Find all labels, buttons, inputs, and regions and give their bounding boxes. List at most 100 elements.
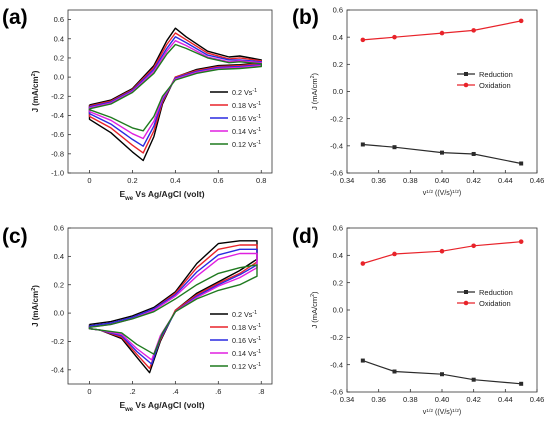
y-tick-label: -0.2 bbox=[330, 333, 343, 342]
y-tick-label: -0.6 bbox=[330, 388, 343, 397]
point-reduction bbox=[471, 151, 476, 156]
y-tick-label: 0.4 bbox=[333, 33, 343, 42]
x-tick-label: .2 bbox=[129, 387, 135, 396]
panel-label: (d) bbox=[292, 225, 319, 248]
x-tick-label: 0 bbox=[87, 176, 91, 185]
legend-marker bbox=[464, 72, 468, 76]
x-tick-label: 0 bbox=[87, 387, 91, 396]
legend-label: 0.16 Vs-1 bbox=[232, 114, 261, 123]
plot-frame bbox=[67, 227, 273, 385]
point-reduction bbox=[360, 142, 365, 147]
point-reduction bbox=[519, 381, 524, 386]
series-line-3 bbox=[88, 248, 258, 365]
point-oxidation bbox=[360, 37, 366, 43]
point-reduction bbox=[392, 369, 397, 374]
panel-a: (a) 0 0.2 0.4 0.6 0.8 -1.0 -0.8 -0.6 -0.4 -0.2 0.0 0… bbox=[2, 6, 273, 202]
x-tick-label: 0.46 bbox=[530, 395, 545, 404]
y-tick-label: 0.2 bbox=[333, 278, 343, 287]
panel-label: (c) bbox=[2, 225, 28, 248]
x-tick-label: 0.42 bbox=[466, 395, 481, 404]
y-tick-label: -0.2 bbox=[51, 337, 64, 346]
x-tick-label: 0.34 bbox=[340, 395, 355, 404]
point-reduction bbox=[471, 377, 476, 382]
x-tick-label: 0.8 bbox=[256, 176, 266, 185]
y-tick-label: 0.4 bbox=[54, 252, 64, 261]
x-tick-label: 0.42 bbox=[466, 176, 481, 185]
panel-b: (b) 0.34 0.36 0.38 0.40 0.42 0.44 0.46 -0.6 -0.4 -… bbox=[292, 6, 544, 197]
point-oxidation bbox=[471, 243, 476, 249]
y-tick-label: -0.4 bbox=[51, 365, 64, 374]
y-tick-label: 0.2 bbox=[54, 280, 64, 289]
y-tick-label: -0.2 bbox=[51, 92, 64, 101]
x-tick-label: .4 bbox=[172, 387, 178, 396]
series-line-4 bbox=[88, 252, 258, 361]
y-tick-label: -0.4 bbox=[51, 111, 64, 120]
y-tick-label: 0.0 bbox=[54, 73, 64, 82]
x-axis-label: v1/2 ((V/s)1/2) bbox=[423, 408, 462, 417]
legend-label: 0.18 Vs-1 bbox=[232, 101, 261, 110]
point-oxidation bbox=[518, 239, 524, 244]
x-tick-label: 0.44 bbox=[498, 395, 513, 404]
series-line-5 bbox=[88, 264, 258, 355]
point-oxidation bbox=[360, 261, 366, 266]
y-tick-label: 0.0 bbox=[333, 87, 343, 96]
y-tick-label: -0.4 bbox=[330, 360, 343, 369]
panel-label: (a) bbox=[2, 6, 28, 29]
legend-marker bbox=[463, 300, 469, 306]
point-oxidation bbox=[471, 28, 476, 33]
y-tick-label: -0.6 bbox=[51, 130, 64, 139]
legend-label: 0.14 Vs-1 bbox=[232, 127, 261, 136]
series-line-oxidation bbox=[362, 20, 522, 41]
y-tick-label: 0.6 bbox=[54, 224, 64, 233]
y-tick-label: 0.6 bbox=[54, 15, 64, 24]
point-oxidation bbox=[518, 18, 524, 24]
point-reduction bbox=[360, 358, 365, 363]
x-tick-label: 0.36 bbox=[371, 176, 386, 185]
x-axis-label: Ewe Vs Ag/AgCl (volt) bbox=[119, 400, 204, 413]
point-oxidation bbox=[392, 34, 397, 40]
x-tick-label: 0.46 bbox=[530, 176, 545, 185]
point-oxidation bbox=[392, 251, 397, 257]
y-tick-label: 0.2 bbox=[54, 54, 64, 63]
x-axis-label: Ewe Vs Ag/AgCl (volt) bbox=[119, 189, 204, 202]
x-tick-label: 0.4 bbox=[170, 176, 180, 185]
y-tick-label: 0.2 bbox=[333, 60, 343, 69]
legend-label: Oxidation bbox=[479, 81, 511, 90]
x-tick-label: 0.44 bbox=[498, 176, 513, 185]
point-reduction bbox=[440, 150, 444, 155]
y-tick-label: 0.0 bbox=[333, 306, 343, 315]
point-oxidation bbox=[439, 30, 445, 36]
point-reduction bbox=[440, 372, 444, 377]
y-tick-label: -1.0 bbox=[51, 169, 64, 178]
legend-label: 0.12 Vs-1 bbox=[232, 362, 261, 371]
legend-label: 0.2 Vs-1 bbox=[232, 310, 257, 319]
y-axis-label: J (mA/cm2) bbox=[31, 70, 40, 112]
plot-frame bbox=[67, 9, 273, 174]
x-tick-label: 0.34 bbox=[340, 176, 355, 185]
legend-label: 0.12 Vs-1 bbox=[232, 140, 261, 149]
series-line-1 bbox=[88, 240, 258, 374]
panel-label: (b) bbox=[292, 6, 319, 29]
y-axis-label: J (mA/cm2) bbox=[31, 285, 40, 327]
y-axis-label: J (mA/cm2) bbox=[310, 291, 319, 329]
series-line-5 bbox=[88, 43, 262, 132]
x-tick-label: 0.6 bbox=[213, 176, 223, 185]
x-tick-label: 0.36 bbox=[371, 395, 386, 404]
x-tick-label: 0.38 bbox=[403, 395, 418, 404]
y-tick-label: -0.2 bbox=[330, 114, 343, 123]
panel-d: (d) 0.34 0.36 0.38 0.40 0.42 0.44 0.46 -0.6 -0.4 -… bbox=[292, 224, 544, 416]
legend-label: 0.18 Vs-1 bbox=[232, 323, 261, 332]
legend-label: Reduction bbox=[479, 70, 513, 79]
x-tick-label: 0.2 bbox=[127, 176, 137, 185]
y-tick-label: 0.4 bbox=[333, 251, 343, 260]
legend-label: Reduction bbox=[479, 288, 513, 297]
x-tick-label: .8 bbox=[258, 387, 264, 396]
legend-marker bbox=[463, 82, 469, 88]
x-tick-label: 0.40 bbox=[435, 395, 450, 404]
legend-label: 0.14 Vs-1 bbox=[232, 349, 261, 358]
y-tick-label: 0.4 bbox=[54, 34, 64, 43]
y-tick-label: 0.0 bbox=[54, 309, 64, 318]
x-tick-label: .6 bbox=[215, 387, 221, 396]
